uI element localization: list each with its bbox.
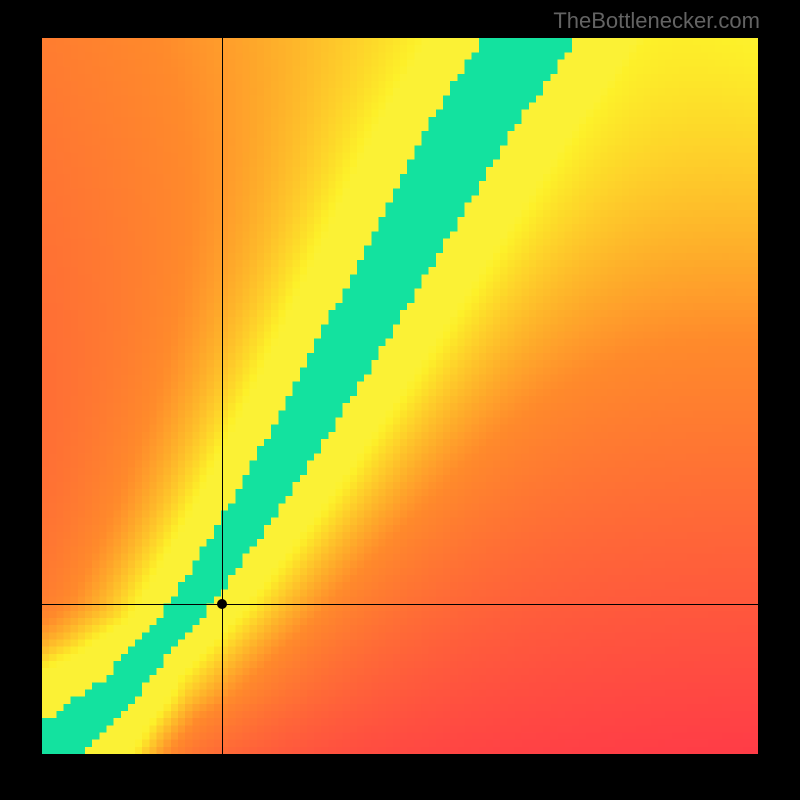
chart-frame: TheBottlenecker.com xyxy=(0,0,800,800)
crosshair-vertical xyxy=(222,38,223,754)
crosshair-dot xyxy=(217,599,227,609)
watermark-text: TheBottlenecker.com xyxy=(553,8,760,34)
heatmap-plot xyxy=(42,38,758,754)
heatmap-canvas xyxy=(42,38,758,754)
crosshair-horizontal xyxy=(42,604,758,605)
